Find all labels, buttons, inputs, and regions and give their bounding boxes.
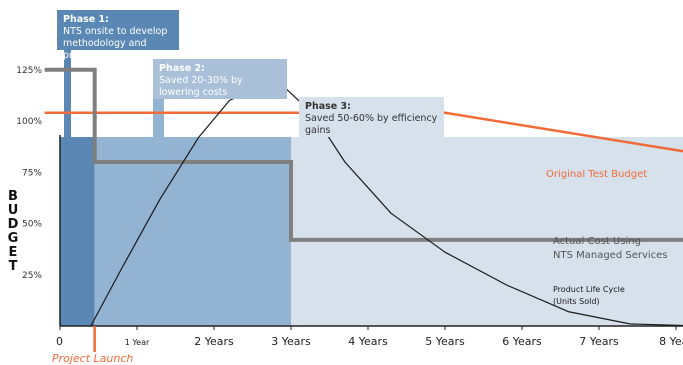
phase3-band <box>291 137 683 326</box>
x-tick-label: 7 Years <box>579 335 619 348</box>
project-launch-label: Project Launch <box>52 352 133 365</box>
x-tick-label: 0 <box>56 335 63 348</box>
phase1-description: NTS onsite to develop methodology and pr… <box>63 26 168 61</box>
series-label: Original Test Budget <box>546 169 647 180</box>
series-label: Product Life Cycle <box>553 285 625 294</box>
y-axis-title-letter: U <box>8 203 19 218</box>
series-label: Actual Cost Using <box>553 236 641 247</box>
phase1-callout: Phase 1: NTS onsite to develop methodolo… <box>57 10 179 61</box>
y-axis-title-letter: E <box>9 245 18 260</box>
y-tick-label: 100% <box>16 117 42 127</box>
y-axis-title-letter: D <box>8 217 19 232</box>
x-tick-label: 2 Years <box>194 335 234 348</box>
series-label: NTS Managed Services <box>553 250 668 261</box>
y-axis-title-letter: T <box>9 259 18 274</box>
phase2-description: Saved 20-30% by lowering costs <box>159 75 243 98</box>
phase2-title: Phase 2: <box>159 63 205 74</box>
x-tick-label: 8 Year <box>659 335 683 348</box>
y-axis-title-letter: G <box>8 231 19 246</box>
phase3-stem <box>299 137 309 138</box>
y-tick-label: 50% <box>22 220 42 230</box>
x-tick-label: 1 Year <box>125 338 150 347</box>
phase1-band <box>60 137 95 326</box>
y-tick-label: 25% <box>22 271 42 281</box>
phase1-title: Phase 1: <box>63 14 109 25</box>
x-tick-label: 6 Years <box>502 335 542 348</box>
phase2-band <box>94 137 292 326</box>
y-tick-label: 125% <box>16 66 42 76</box>
phase3-title: Phase 3: <box>305 101 351 112</box>
x-tick-label: 3 Years <box>271 335 311 348</box>
phase2-stem <box>153 99 164 137</box>
phase3-description: Saved 50-60% by efficiency gains <box>305 113 438 136</box>
series-label: (Units Sold) <box>553 297 600 306</box>
y-axis-title-letter: B <box>8 189 18 204</box>
x-tick-label: 4 Years <box>348 335 388 348</box>
series-line-1 <box>44 111 683 153</box>
phase2-callout: Phase 2: Saved 20-30% by lowering costs <box>153 59 287 99</box>
y-tick-label: 75% <box>22 168 42 178</box>
x-tick-label: 5 Years <box>425 335 465 348</box>
phase3-callout: Phase 3: Saved 50-60% by efficiency gain… <box>299 97 444 137</box>
series-line-2 <box>44 67 683 242</box>
phase1-stem <box>64 50 71 137</box>
